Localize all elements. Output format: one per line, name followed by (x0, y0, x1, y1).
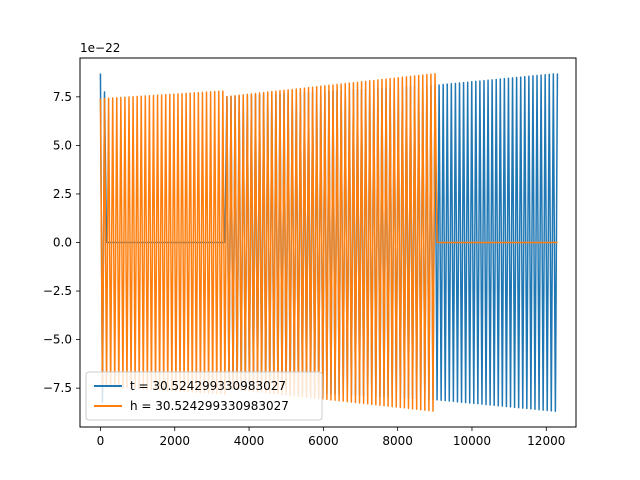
y-tick-label: 0.0 (53, 236, 72, 250)
x-tick-label: 6000 (308, 434, 339, 448)
y-axis: −7.5 −5.0 −2.5 0.0 2.5 5.0 7.5 (43, 90, 80, 395)
legend: t = 30.524299330983027 h = 30.52429933098… (85, 371, 323, 421)
x-tick-label: 2000 (159, 434, 190, 448)
legend-label: t = 30.524299330983027 (130, 379, 286, 393)
y-tick-label: −2.5 (43, 284, 72, 298)
x-tick-label: 12000 (527, 434, 565, 448)
x-tick-label: 8000 (382, 434, 413, 448)
x-tick-label: 10000 (453, 434, 491, 448)
x-tick-label: 4000 (234, 434, 265, 448)
series-line-2 (99, 72, 558, 412)
x-axis: 0 2000 4000 6000 8000 10000 12000 (97, 427, 565, 448)
y-tick-label: −5.0 (43, 333, 72, 347)
y-tick-label: 5.0 (53, 138, 72, 152)
axis-offset-text: 1e−22 (80, 41, 120, 55)
y-tick-label: 7.5 (53, 90, 72, 104)
y-tick-label: −7.5 (43, 381, 72, 395)
legend-box (85, 371, 323, 421)
y-tick-label: 2.5 (53, 187, 72, 201)
series-layer (99, 72, 559, 413)
x-tick-label: 0 (97, 434, 105, 448)
legend-label: h = 30.524299330983027 (130, 399, 289, 413)
